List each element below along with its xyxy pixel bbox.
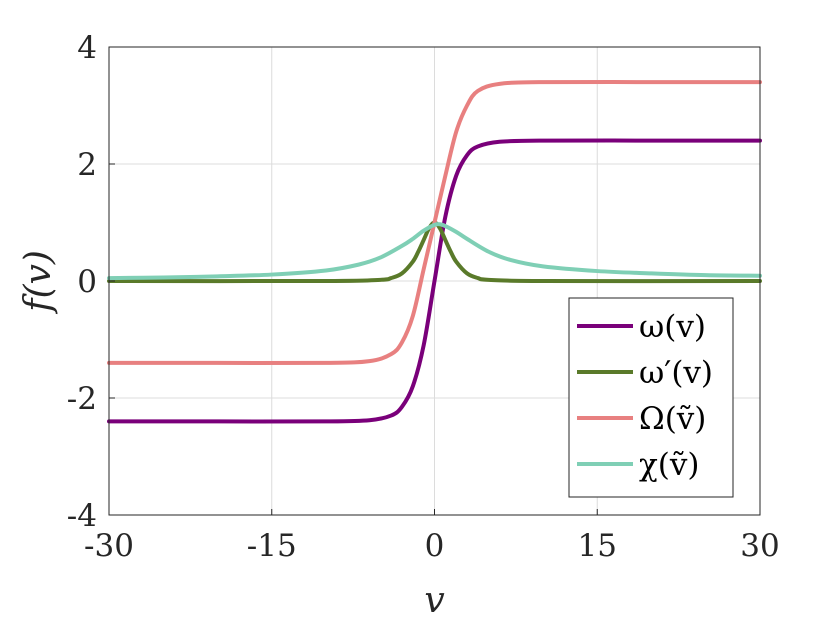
x-axis-label: v	[424, 580, 444, 621]
y-tick-label: 4	[77, 30, 97, 66]
legend-label-3: Ω(ṽ)	[639, 401, 706, 437]
series-line-3	[107, 79, 762, 366]
y-axis-label: f(v)	[18, 250, 59, 315]
x-tick-label: -15	[247, 528, 297, 564]
x-tick-label: 30	[740, 528, 779, 564]
series-line-4	[107, 222, 762, 281]
y-tick-label: 0	[77, 264, 97, 300]
legend: ω(v) ω′(v) Ω(ṽ) χ(ṽ)	[568, 297, 734, 498]
x-tick-label: -30	[84, 528, 134, 564]
y-tick-label: 2	[77, 147, 97, 183]
x-tick-label: 0	[425, 528, 445, 564]
legend-label-2: ω′(v)	[639, 355, 713, 391]
x-tick-label: 15	[578, 528, 617, 564]
y-tick-label: -4	[67, 498, 97, 534]
legend-label-1: ω(v)	[639, 309, 706, 345]
legend-label-4: χ(ṽ)	[639, 447, 700, 483]
series-line-1	[107, 138, 762, 424]
y-tick-label: -2	[67, 381, 97, 417]
